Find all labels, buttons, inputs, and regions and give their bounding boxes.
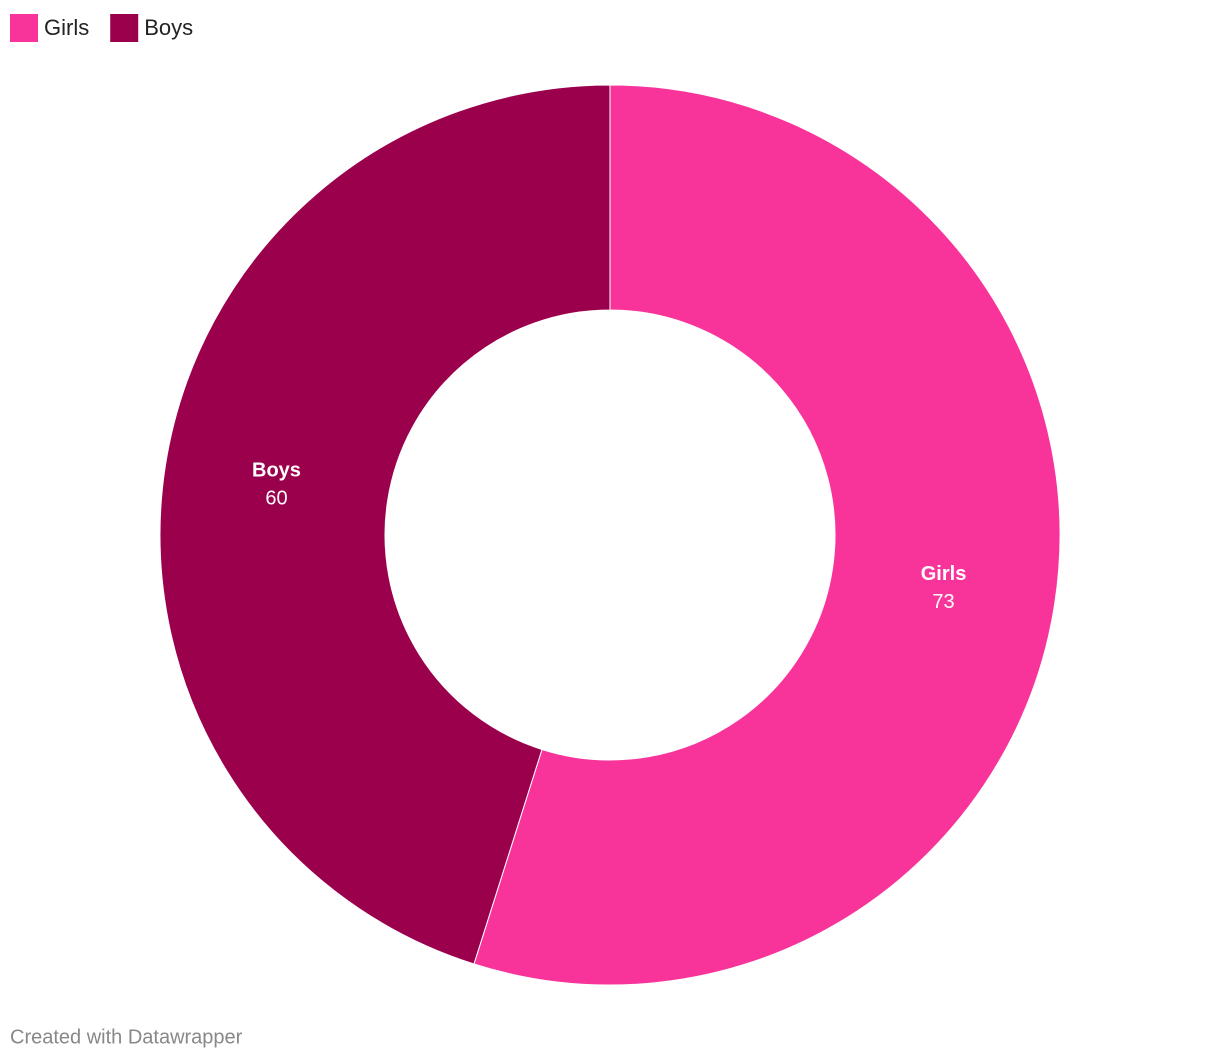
donut-slice	[473, 84, 1061, 986]
slice-name: Boys	[252, 460, 301, 482]
legend-swatch	[110, 14, 139, 42]
legend-swatch	[10, 14, 38, 42]
slice-name: Girls	[921, 563, 967, 585]
credit: Created with Datawrapper	[10, 1026, 243, 1048]
donut-slice	[159, 84, 611, 965]
slice-value: 60	[265, 488, 287, 510]
legend-label: Boys	[144, 15, 193, 40]
legend-label: Girls	[44, 15, 89, 40]
slice-value: 73	[932, 591, 954, 613]
